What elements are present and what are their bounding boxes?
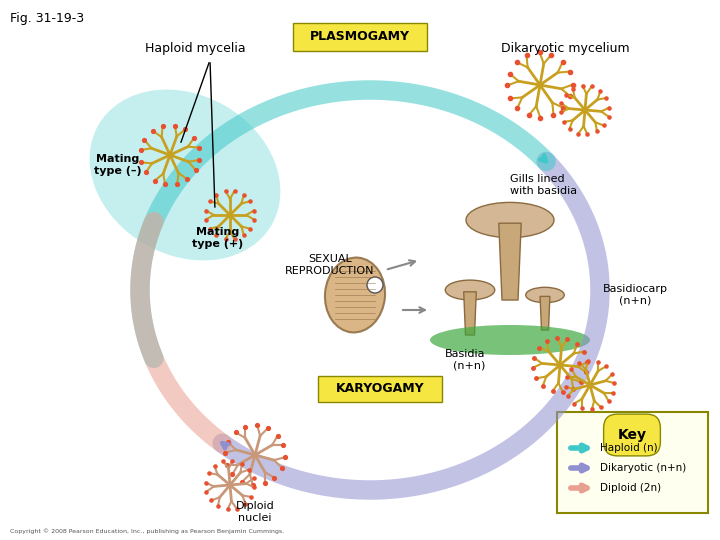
Ellipse shape: [325, 258, 385, 333]
Text: Gills lined
with basidia: Gills lined with basidia: [510, 174, 577, 196]
Text: Fig. 31-19-3: Fig. 31-19-3: [10, 12, 84, 25]
Text: Haploid mycelia: Haploid mycelia: [145, 42, 246, 55]
Circle shape: [367, 277, 383, 293]
Text: PLASMOGAMY: PLASMOGAMY: [310, 30, 410, 44]
Text: Basidiocarp
(n+n): Basidiocarp (n+n): [603, 284, 667, 306]
Ellipse shape: [89, 90, 280, 260]
Text: Basidia
(n+n): Basidia (n+n): [444, 349, 485, 371]
FancyBboxPatch shape: [293, 23, 427, 51]
Text: Dikaryotic (n+n): Dikaryotic (n+n): [600, 463, 686, 473]
FancyBboxPatch shape: [318, 376, 442, 402]
Text: KARYOGAMY: KARYOGAMY: [336, 382, 424, 395]
Text: Diploid (2n): Diploid (2n): [600, 483, 661, 493]
Text: Mating
type (+): Mating type (+): [192, 227, 243, 249]
Polygon shape: [540, 296, 550, 330]
Ellipse shape: [445, 280, 495, 300]
Text: Haploid (n): Haploid (n): [600, 443, 657, 453]
Text: Mating
type (–): Mating type (–): [94, 154, 142, 176]
Ellipse shape: [466, 202, 554, 238]
Text: SEXUAL
REPRODUCTION: SEXUAL REPRODUCTION: [285, 254, 374, 276]
Text: Key: Key: [618, 428, 647, 442]
Ellipse shape: [526, 287, 564, 303]
Text: Diploid
nuclei: Diploid nuclei: [235, 501, 274, 523]
Ellipse shape: [430, 325, 590, 355]
Text: Dikaryotic mycelium: Dikaryotic mycelium: [500, 42, 629, 55]
FancyBboxPatch shape: [557, 412, 708, 513]
Text: Copyright © 2008 Pearson Education, Inc., publishing as Pearson Benjamin Cumming: Copyright © 2008 Pearson Education, Inc.…: [10, 528, 284, 534]
Polygon shape: [499, 223, 521, 300]
Polygon shape: [464, 292, 477, 335]
